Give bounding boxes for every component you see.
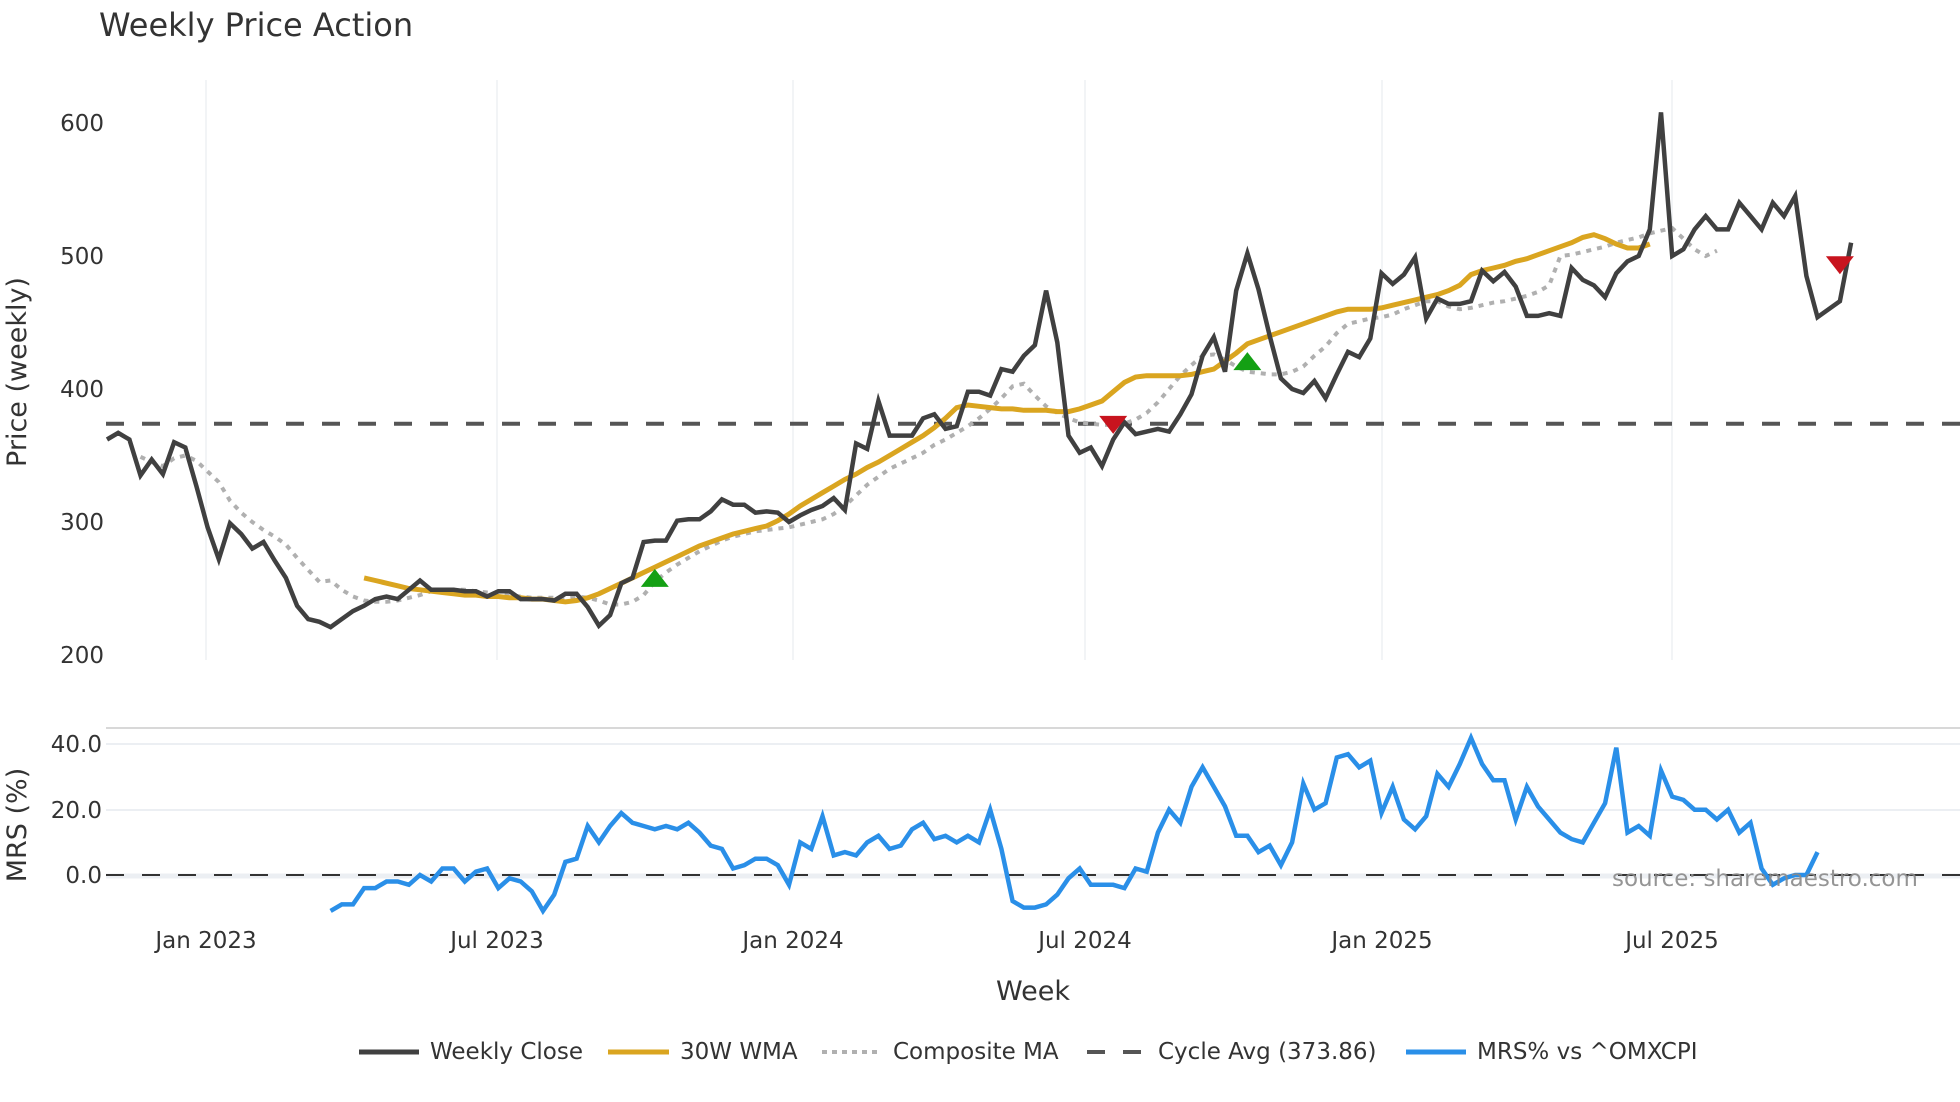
- legend-label: Cycle Avg (373.86): [1158, 1039, 1377, 1065]
- x-tick-jan-2024: Jan 2024: [740, 928, 843, 954]
- mrs-line: [329, 732, 1820, 916]
- price-tick-500: 500: [60, 244, 104, 270]
- x-tick-jul-2025: Jul 2025: [1623, 928, 1719, 954]
- legend-swatch-dashed-icon: [1087, 1050, 1147, 1054]
- legend-swatch-solid-icon: [1406, 1049, 1466, 1055]
- legend-item-mrs[interactable]: MRS% vs ^OMXCPI: [1406, 1036, 1698, 1068]
- legend-item-composite-ma[interactable]: Composite MA: [822, 1036, 1059, 1068]
- wma-30w-line: [363, 232, 1651, 605]
- chart-title: Weekly Price Action: [99, 6, 414, 44]
- buy-signal-triangle-icon: [640, 568, 669, 587]
- weekly-close-line: [105, 112, 1854, 630]
- mrs-tick-40: 40.0: [51, 732, 102, 758]
- legend-swatch-dotted-icon: [822, 1050, 882, 1054]
- legend-label: 30W WMA: [680, 1039, 798, 1065]
- buy-signal-triangle-icon: [1233, 352, 1262, 371]
- price-tick-400: 400: [60, 377, 104, 403]
- price-y-axis-title: Price (weekly): [2, 277, 33, 467]
- legend-item-30w-wma[interactable]: 30W WMA: [608, 1036, 798, 1068]
- legend-label: Composite MA: [893, 1039, 1059, 1065]
- legend-swatch-solid-icon: [608, 1049, 669, 1055]
- mrs-tick-0: 0.0: [65, 863, 102, 889]
- x-tick-jul-2024: Jul 2024: [1036, 928, 1132, 954]
- signal-markers: [640, 256, 1854, 587]
- mrs-horizontal-gridlines: [106, 743, 1960, 879]
- legend-label: Weekly Close: [430, 1039, 583, 1065]
- legend-item-cycle-avg[interactable]: Cycle Avg (373.86): [1087, 1036, 1377, 1068]
- x-tick-jan-2023: Jan 2023: [153, 928, 256, 954]
- x-axis-ticks: Jan 2023 Jul 2023 Jan 2024 Jul 2024 Jan …: [153, 928, 1718, 954]
- x-tick-jul-2023: Jul 2023: [448, 928, 544, 954]
- x-axis-title: Week: [996, 976, 1070, 1007]
- legend-label: MRS% vs ^OMXCPI: [1477, 1039, 1698, 1065]
- legend-item-weekly-close[interactable]: Weekly Close: [359, 1036, 583, 1068]
- legend: Weekly Close 30W WMA Composite MA Cycle …: [0, 1036, 1960, 1068]
- price-y-axis-ticks: 600 500 400 300 200: [60, 111, 104, 669]
- price-tick-600: 600: [60, 111, 104, 137]
- price-vertical-gridlines: [205, 80, 1673, 660]
- mrs-y-axis-ticks: 40.0 20.0 0.0: [51, 732, 102, 889]
- mrs-tick-20: 20.0: [51, 798, 102, 824]
- legend-swatch-solid-icon: [359, 1049, 419, 1055]
- mrs-y-axis-title: MRS (%): [2, 768, 33, 883]
- price-tick-200: 200: [60, 643, 104, 669]
- sell-signal-triangle-icon: [1825, 256, 1854, 275]
- sell-signal-triangle-icon: [1099, 415, 1128, 434]
- x-tick-jan-2025: Jan 2025: [1329, 928, 1432, 954]
- source-watermark: source: sharemaestro.com: [1612, 866, 1918, 892]
- price-tick-300: 300: [60, 510, 104, 536]
